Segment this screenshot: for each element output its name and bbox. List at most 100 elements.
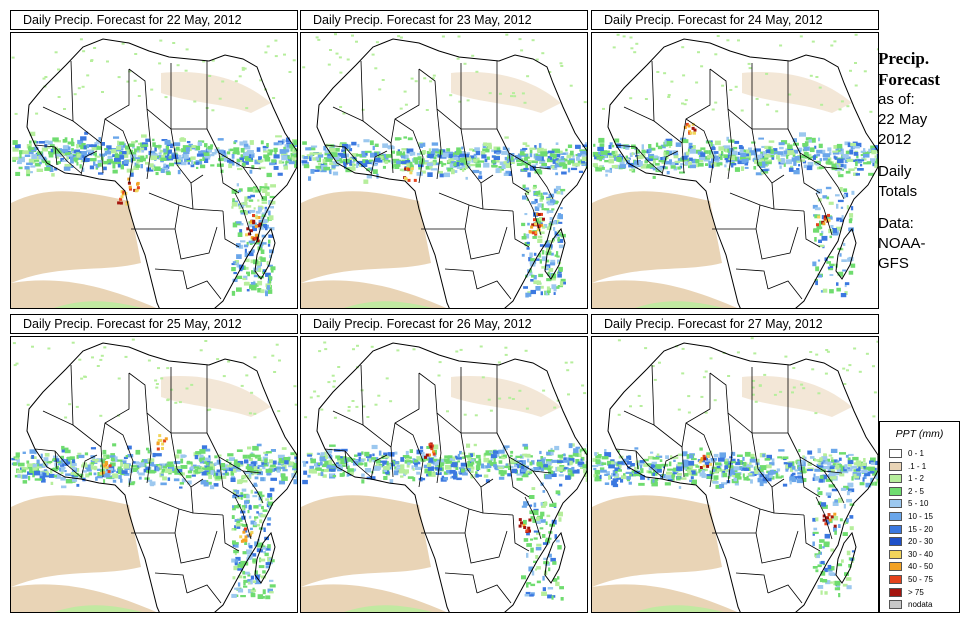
rain-cell	[255, 456, 257, 459]
legend-label: 5 - 10	[908, 499, 928, 508]
rain-cell	[529, 148, 535, 150]
rain-cell	[261, 506, 264, 509]
rain-cell	[394, 165, 399, 169]
heavy-rain-cell	[829, 519, 832, 522]
rain-cell	[583, 392, 586, 394]
rain-cell	[262, 570, 266, 573]
rain-cell	[550, 199, 554, 203]
rain-cell	[638, 483, 645, 486]
rain-cell	[848, 168, 854, 171]
rain-cell	[796, 168, 799, 170]
country-border	[149, 497, 193, 513]
rain-cell	[248, 196, 252, 199]
rain-cell	[282, 447, 287, 450]
rain-cell	[447, 457, 450, 462]
rain-cell	[118, 475, 122, 479]
rain-cell	[269, 591, 274, 593]
rain-cell	[361, 459, 365, 462]
rain-cell	[608, 153, 612, 155]
rain-cell	[843, 194, 846, 198]
rain-cell	[180, 465, 187, 469]
rain-cell	[811, 368, 814, 370]
rain-cell	[565, 149, 567, 152]
rain-cell	[89, 472, 92, 475]
rain-cell	[265, 498, 269, 501]
rain-cell	[598, 138, 604, 143]
rain-cell	[541, 458, 543, 461]
rain-cell	[689, 158, 693, 161]
legend-label: .1 - 1	[908, 462, 926, 471]
rain-cell	[235, 563, 238, 566]
rain-cell	[822, 195, 827, 198]
rain-cell	[347, 59, 350, 61]
rain-cell	[243, 551, 247, 554]
rain-cell	[214, 483, 219, 487]
rain-cell	[841, 559, 844, 562]
rain-cell	[246, 466, 253, 469]
rain-cell	[234, 140, 237, 142]
rain-cell	[159, 40, 162, 42]
rain-cell	[444, 173, 450, 178]
rain-cell	[587, 175, 588, 180]
rain-cell	[848, 457, 851, 460]
rain-cell	[316, 152, 322, 154]
rain-cell	[499, 460, 503, 464]
rain-cell	[510, 451, 513, 454]
rain-cell	[461, 469, 464, 473]
rain-cell	[570, 85, 573, 87]
rain-cell	[274, 40, 277, 42]
rain-cell	[232, 154, 235, 159]
rain-cell	[613, 473, 616, 475]
rain-cell	[604, 160, 609, 162]
rain-cell	[250, 140, 254, 145]
rain-cell	[848, 143, 851, 148]
rain-cell	[187, 141, 191, 143]
rain-cell	[263, 148, 267, 151]
rain-cell	[496, 168, 500, 173]
rain-cell	[770, 149, 773, 154]
rain-cell	[134, 80, 137, 82]
rain-cell	[78, 359, 81, 361]
rain-cell	[112, 473, 118, 478]
rain-cell	[826, 492, 832, 495]
rain-cell	[744, 468, 749, 471]
rain-cell	[190, 384, 193, 386]
rain-cell	[700, 65, 703, 67]
rain-cell	[856, 173, 860, 176]
rain-cell	[530, 153, 533, 157]
rain-cell	[831, 460, 834, 463]
rain-cell	[717, 466, 721, 468]
rain-cell	[629, 169, 633, 171]
rain-cell	[383, 476, 387, 480]
rain-cell	[363, 180, 368, 184]
rain-cell	[548, 158, 550, 160]
rain-cell	[280, 467, 285, 469]
rain-cell	[233, 272, 237, 274]
rain-cell	[418, 462, 421, 464]
rain-cell	[482, 376, 485, 378]
heavy-rain-cell	[706, 465, 709, 468]
country-border	[421, 205, 469, 229]
rain-cell	[93, 161, 95, 166]
rain-cell	[235, 80, 238, 82]
rain-cell	[775, 110, 778, 112]
rain-cell	[845, 282, 849, 285]
rain-cell	[58, 96, 61, 98]
rain-cell	[712, 146, 715, 149]
rain-cell	[621, 475, 626, 479]
heavy-rain-cell	[834, 525, 837, 528]
rain-cell	[824, 542, 830, 545]
rain-cell	[815, 76, 818, 78]
rain-cell	[277, 470, 281, 473]
rain-cell	[734, 466, 740, 470]
rain-cell	[478, 176, 482, 180]
rain-cell	[719, 484, 724, 488]
rain-cell	[44, 167, 50, 171]
country-border	[477, 585, 511, 603]
rain-cell	[569, 461, 572, 466]
rain-cell	[302, 461, 305, 463]
rain-cell	[357, 144, 359, 147]
rain-cell	[819, 457, 822, 461]
rain-cell	[117, 141, 119, 145]
rain-cell	[329, 445, 336, 447]
